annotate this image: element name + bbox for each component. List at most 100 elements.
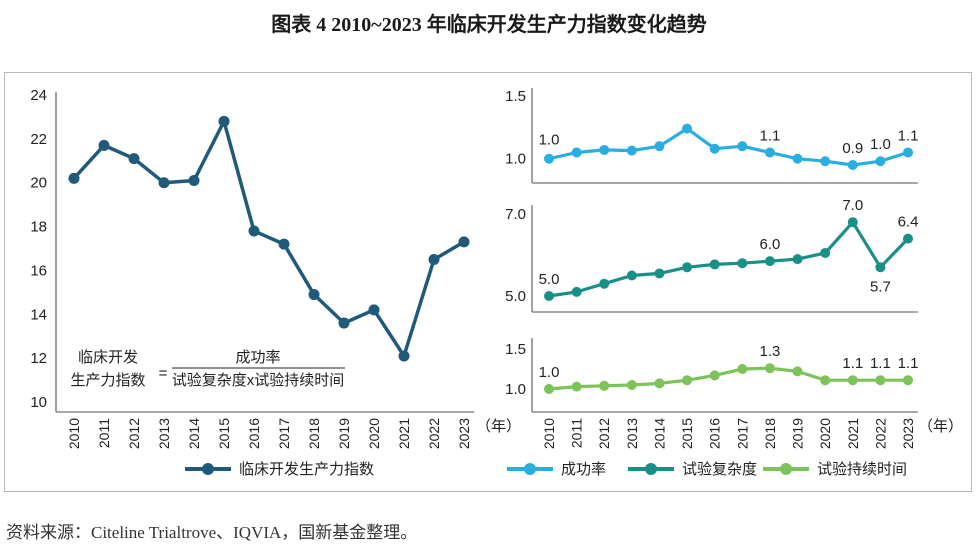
main-y-tick-20: 20 — [30, 175, 47, 192]
main-point-2018 — [308, 289, 320, 301]
main-point-2021 — [398, 350, 410, 362]
main-x-tick-2011: 2011 — [96, 418, 112, 448]
main-point-2010 — [68, 172, 80, 184]
duration-y-tick-1.0: 1.0 — [505, 381, 526, 398]
duration-point-2011 — [571, 381, 582, 392]
complexity-point-2022 — [875, 262, 886, 273]
duration-point-2021 — [847, 375, 858, 386]
main-y-tick-16: 16 — [30, 262, 47, 279]
duration-point-2019 — [792, 366, 803, 377]
main-point-2023 — [458, 236, 470, 248]
success-legend-marker — [524, 463, 536, 475]
main-point-2017 — [278, 238, 290, 250]
success-data-label-2021: 0.9 — [842, 140, 863, 157]
duration-point-2014 — [654, 378, 665, 389]
chart-panel — [4, 72, 972, 492]
success-data-label-2018: 1.1 — [759, 127, 780, 144]
duration-x-tick-2014: 2014 — [651, 418, 667, 449]
success-point-2015 — [682, 123, 693, 134]
main-x-unit: （年） — [476, 418, 521, 435]
success-point-2022 — [875, 156, 886, 167]
duration-x-tick-2020: 2020 — [817, 418, 833, 449]
success-point-2012 — [599, 144, 610, 155]
complexity-point-2017 — [737, 258, 748, 269]
main-series-line — [72, 119, 466, 358]
chart-title: 图表 4 2010~2023 年临床开发生产力指数变化趋势 — [271, 14, 707, 36]
formula-numerator: 成功率 — [235, 349, 280, 366]
complexity-point-2012 — [599, 278, 610, 289]
duration-point-2022 — [875, 375, 886, 386]
main-legend-marker — [202, 463, 214, 475]
duration-point-2013 — [626, 380, 637, 390]
duration-data-label-2022: 1.1 — [870, 355, 891, 372]
main-point-2015 — [218, 115, 230, 127]
main-y-tick-18: 18 — [30, 219, 47, 236]
main-x-tick-2014: 2014 — [186, 418, 202, 449]
main-y-tick-22: 22 — [30, 131, 47, 148]
duration-point-2016 — [709, 370, 720, 381]
main-legend-label: 临床开发生产力指数 — [239, 461, 374, 478]
main-y-tick-24: 24 — [30, 87, 47, 104]
complexity-point-2010 — [544, 291, 554, 301]
complexity-point-2016 — [709, 259, 720, 270]
duration-data-label-2021: 1.1 — [842, 355, 863, 372]
main-point-2019 — [338, 317, 350, 329]
main-x-tick-2017: 2017 — [276, 418, 292, 449]
source-note: 资料来源：Citeline Trialtrove、IQVIA，国新基金整理。 — [6, 523, 418, 542]
formula-equals: = — [159, 365, 168, 382]
success-data-label-2010: 1.0 — [539, 132, 560, 149]
duration-x-tick-2019: 2019 — [790, 418, 806, 449]
main-point-2011 — [98, 139, 110, 151]
main-y-tick-12: 12 — [30, 350, 47, 367]
main-y-tick-10: 10 — [30, 394, 47, 411]
duration-point-2018 — [764, 363, 775, 374]
main-x-tick-2013: 2013 — [156, 418, 172, 449]
complexity-data-label-2023: 6.4 — [898, 214, 919, 231]
duration-point-2010 — [544, 384, 554, 394]
complexity-point-2023 — [903, 233, 913, 244]
duration-x-tick-2021: 2021 — [845, 418, 861, 449]
success-point-2013 — [626, 145, 637, 156]
duration-x-tick-2012: 2012 — [596, 418, 612, 449]
complexity-point-2014 — [654, 268, 665, 279]
main-point-2012 — [128, 153, 140, 165]
success-data-label-2022: 1.0 — [870, 136, 891, 153]
complexity-point-2020 — [820, 247, 831, 258]
success-point-2017 — [737, 141, 748, 152]
duration-legend-marker — [780, 463, 792, 475]
main-y-tick-14: 14 — [30, 306, 47, 323]
complexity-legend-label: 试验复杂度 — [682, 460, 757, 478]
success-y-tick-1.5: 1.5 — [505, 88, 526, 105]
main-x-tick-2019: 2019 — [336, 418, 352, 449]
complexity-y-tick-5.0: 5.0 — [505, 288, 526, 305]
complexity-data-label-2018: 6.0 — [759, 236, 780, 253]
main-x-tick-2023: 2023 — [456, 418, 472, 449]
duration-x-unit: （年） — [918, 418, 963, 435]
main-x-tick-2015: 2015 — [216, 418, 232, 449]
success-data-label-2023: 1.1 — [898, 127, 919, 144]
complexity-y-tick-7.0: 7.0 — [505, 206, 526, 223]
complexity-point-2019 — [792, 254, 803, 265]
success-y-tick-1.0: 1.0 — [505, 151, 526, 168]
main-x-tick-2018: 2018 — [306, 418, 322, 449]
main-x-tick-2021: 2021 — [396, 418, 412, 449]
success-point-2018 — [764, 147, 775, 158]
duration-x-tick-2018: 2018 — [762, 418, 778, 449]
duration-point-2023 — [903, 375, 913, 386]
complexity-data-label-2010: 5.0 — [539, 271, 560, 288]
complexity-legend-marker — [645, 463, 657, 475]
main-x-tick-2012: 2012 — [126, 418, 142, 449]
success-point-2021 — [847, 160, 858, 170]
duration-x-tick-2017: 2017 — [734, 418, 750, 449]
duration-point-2017 — [737, 364, 748, 374]
complexity-data-label-2022: 5.7 — [870, 278, 891, 295]
success-point-2023 — [903, 147, 913, 158]
success-point-2020 — [820, 156, 831, 167]
main-x-tick-2016: 2016 — [246, 418, 262, 449]
success-legend-label: 成功率 — [561, 461, 606, 478]
duration-x-tick-2016: 2016 — [707, 418, 723, 449]
complexity-point-2015 — [682, 262, 693, 273]
duration-legend-label: 试验持续时间 — [817, 461, 907, 478]
duration-data-label-2018: 1.3 — [759, 343, 780, 360]
